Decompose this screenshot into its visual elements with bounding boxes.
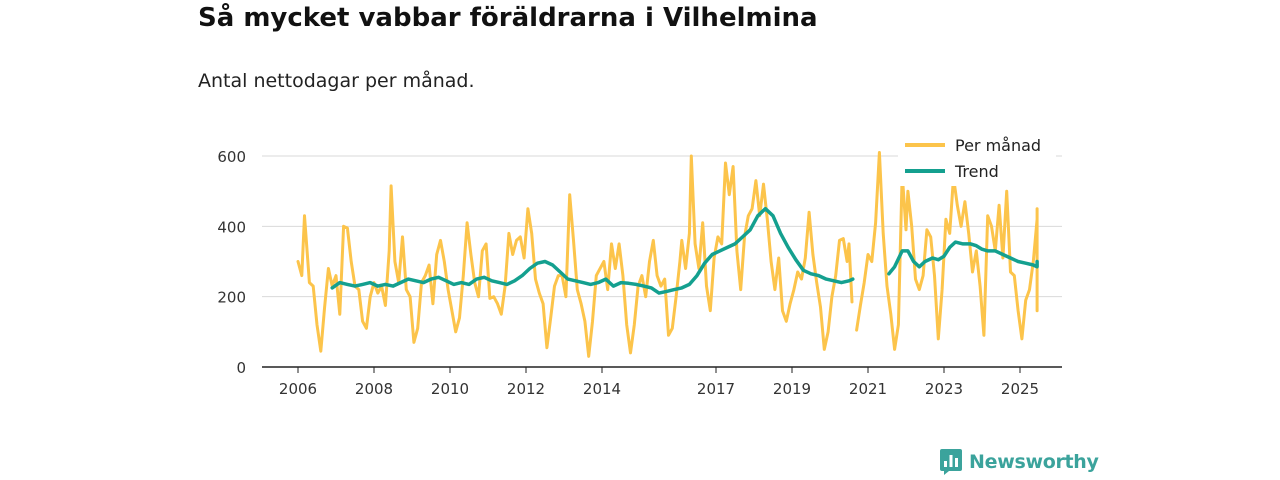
legend-label-per-manad: Per månad — [955, 136, 1041, 155]
x-tick-label: 2017 — [697, 380, 735, 398]
x-tick-label: 2014 — [583, 380, 621, 398]
x-axis: 2006 2008 2010 2012 2014 2017 2019 2021 2023 2025 — [262, 366, 1062, 398]
y-tick-label: 0 — [236, 359, 246, 377]
series-trend-line-segment-0 — [330, 206, 855, 295]
y-tick-label: 600 — [217, 148, 246, 166]
chart-subtitle: Antal nettodagar per månad. — [198, 70, 475, 92]
y-tick-label: 200 — [217, 289, 246, 307]
x-tick-label: 2012 — [507, 380, 545, 398]
series-per-manad-line-segment-0 — [296, 154, 854, 358]
x-tick-label: 2023 — [925, 380, 963, 398]
x-tick-label: 2019 — [773, 380, 811, 398]
x-tick-label: 2010 — [431, 380, 469, 398]
legend: Per månad Trend — [898, 130, 1056, 186]
series-lines — [296, 151, 1039, 358]
series-per-manad-line-segment-1 — [855, 151, 1039, 351]
x-tick-label: 2021 — [849, 380, 887, 398]
x-tick-label: 2006 — [279, 380, 317, 398]
legend-label-trend: Trend — [954, 162, 999, 181]
y-tick-label: 400 — [217, 218, 246, 236]
x-tick-label: 2008 — [355, 380, 393, 398]
legend-background — [898, 130, 1056, 186]
chart-title: Så mycket vabbar föräldrarna i Vilhelmin… — [198, 3, 818, 33]
brand-logo[interactable]: Newsworthy — [940, 449, 1099, 475]
brand-name: Newsworthy — [969, 451, 1099, 473]
series-trend-line-segment-1 — [887, 240, 1039, 276]
newsworthy-logo-icon — [940, 449, 962, 475]
x-tick-label: 2025 — [1001, 380, 1039, 398]
